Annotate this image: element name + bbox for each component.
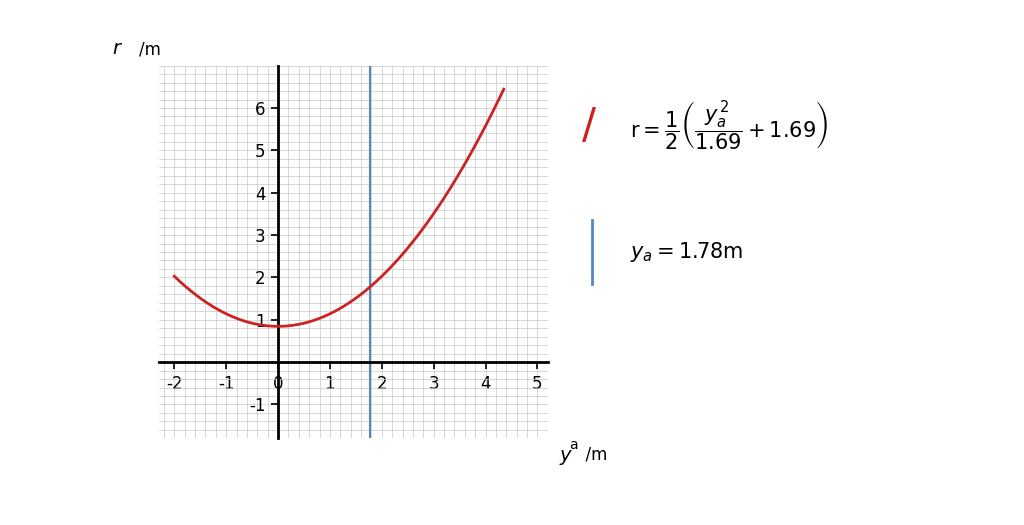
Text: a: a xyxy=(569,438,578,453)
Text: r: r xyxy=(112,39,120,58)
Text: /m: /m xyxy=(575,446,607,464)
Text: /m: /m xyxy=(139,40,161,58)
Text: /: / xyxy=(582,105,596,147)
Text: $\mathrm{r} = \dfrac{1}{2}$$\left(\dfrac{y_a^{\,2}}{1.69} + 1.69\right)$: $\mathrm{r} = \dfrac{1}{2}$$\left(\dfrac… xyxy=(630,99,827,153)
Text: $y_a = 1.78\mathrm{m}$: $y_a = 1.78\mathrm{m}$ xyxy=(630,240,743,264)
Text: y: y xyxy=(559,446,571,465)
